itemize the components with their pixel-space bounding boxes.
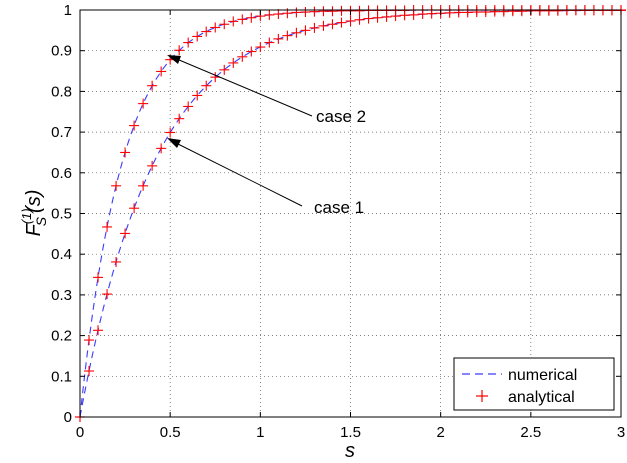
case2-analytical-marker bbox=[210, 22, 221, 33]
case2-analytical-marker bbox=[174, 45, 185, 56]
legend-analytical-swatch bbox=[476, 390, 488, 402]
x-tick-label: 0 bbox=[76, 424, 84, 441]
x-tick-label: 1 bbox=[256, 424, 264, 441]
y-axis-label: F(1)S (s) bbox=[19, 190, 49, 237]
annotations: case 2 case 1 bbox=[167, 55, 366, 217]
case2-analytical-marker bbox=[201, 26, 212, 37]
case1-analytical-marker bbox=[84, 366, 95, 377]
case1-analytical-marker bbox=[183, 101, 194, 112]
case1-analytical-marker bbox=[318, 20, 329, 31]
case2-analytical-marker bbox=[318, 6, 329, 17]
case2-analytical-marker bbox=[354, 5, 365, 16]
y-tick-label: 0.9 bbox=[51, 43, 72, 60]
axis-ticks: 0 0.5 1 1.5 2 2.5 3 0 0.1 0.2 0.3 0.4 0.5 0.6 0.7 0.8 0.… bbox=[51, 2, 625, 441]
case2-analytical-marker bbox=[336, 5, 347, 16]
y-tick-label: 0.4 bbox=[51, 246, 72, 263]
case1-analytical-marker bbox=[246, 46, 257, 57]
case1-analytical-marker bbox=[120, 228, 131, 239]
case1-analytical-marker bbox=[264, 37, 275, 48]
case2-analytical-marker bbox=[183, 37, 194, 48]
y-tick-label: 0.2 bbox=[51, 328, 72, 345]
case1-analytical-marker bbox=[291, 27, 302, 38]
y-tick-label: 0.5 bbox=[51, 206, 72, 223]
case1-arrow bbox=[171, 140, 303, 207]
case2-analytical-marker bbox=[156, 66, 167, 77]
svg-text:s: s bbox=[345, 440, 355, 462]
x-tick-label: 0.5 bbox=[160, 424, 181, 441]
case2-analytical-marker bbox=[102, 221, 113, 232]
case1-analytical-marker bbox=[282, 30, 293, 41]
case1-analytical-marker bbox=[192, 90, 203, 101]
case1-analytical-marker bbox=[111, 256, 122, 267]
case1-label: case 1 bbox=[314, 198, 364, 217]
case2-analytical-marker bbox=[309, 6, 320, 17]
case2-arrow bbox=[171, 56, 313, 117]
case1-analytical-marker bbox=[255, 42, 266, 53]
case2-analytical-marker bbox=[219, 19, 230, 30]
case1-analytical-marker bbox=[138, 180, 149, 191]
legend-box bbox=[453, 357, 615, 411]
case2-label: case 2 bbox=[316, 107, 366, 126]
y-tick-label: 1 bbox=[64, 2, 72, 19]
case2-analytical-marker bbox=[120, 147, 131, 158]
case1-analytical-marker bbox=[309, 22, 320, 33]
y-label-main: F bbox=[23, 222, 45, 236]
case2-analytical-marker bbox=[228, 16, 239, 27]
y-tick-label: 0.8 bbox=[51, 83, 72, 100]
case2-analytical-marker bbox=[147, 80, 158, 91]
case2-analytical-marker bbox=[237, 14, 248, 25]
legend-analytical-label: analytical bbox=[508, 389, 575, 406]
y-tick-label: 0.6 bbox=[51, 165, 72, 182]
x-tick-label: 2.5 bbox=[520, 424, 541, 441]
case1-analytical-marker bbox=[336, 17, 347, 28]
x-tick-label: 3 bbox=[617, 424, 625, 441]
x-axis-label: s bbox=[345, 440, 355, 462]
case2-analytical-marker bbox=[84, 335, 95, 346]
case1-analytical-marker bbox=[345, 15, 356, 26]
case1-arrowhead bbox=[167, 138, 181, 148]
case1-analytical-marker bbox=[237, 51, 248, 62]
y-label-sup: (1) bbox=[19, 208, 34, 224]
case1-analytical-marker bbox=[156, 143, 167, 154]
case1-analytical-marker bbox=[273, 33, 284, 44]
y-tick-label: 0 bbox=[64, 409, 72, 426]
y-label-arg: (s) bbox=[23, 190, 45, 213]
case2-analytical-marker bbox=[246, 12, 257, 23]
legend-numerical-label: numerical bbox=[508, 367, 577, 384]
case2-analytical-marker bbox=[327, 6, 338, 17]
case2-arrowhead bbox=[167, 55, 181, 64]
y-tick-label: 0.1 bbox=[51, 368, 72, 385]
plot-background bbox=[80, 10, 621, 417]
case2-analytical-marker bbox=[273, 9, 284, 20]
case1-analytical-marker bbox=[147, 160, 158, 171]
y-tick-label: 0.7 bbox=[51, 124, 72, 141]
case1-analytical-marker bbox=[165, 127, 176, 138]
case2-analytical-marker bbox=[192, 31, 203, 42]
case1-analytical-marker bbox=[174, 113, 185, 124]
x-tick-label: 1.5 bbox=[340, 424, 361, 441]
case1-analytical-marker bbox=[300, 25, 311, 36]
case2-analytical-marker bbox=[264, 9, 275, 20]
legend: numerical analytical bbox=[453, 357, 615, 411]
case1-analytical-marker bbox=[102, 289, 113, 300]
case2-analytical-marker bbox=[93, 272, 104, 283]
case1-analytical-marker bbox=[219, 64, 230, 75]
case2-analytical-marker bbox=[129, 120, 140, 131]
case1-analytical-marker bbox=[354, 14, 365, 25]
case2-analytical-marker bbox=[111, 180, 122, 191]
case1-analytical-marker bbox=[129, 203, 140, 214]
y-label-sub: S bbox=[33, 216, 49, 226]
case1-analytical-marker bbox=[228, 57, 239, 68]
case1-analytical-marker bbox=[93, 325, 104, 336]
case2-analytical-marker bbox=[138, 98, 149, 109]
case2-analytical-marker bbox=[291, 7, 302, 18]
x-tick-label: 2 bbox=[436, 424, 444, 441]
case1-analytical-marker bbox=[201, 80, 212, 91]
svg-text:F(1)S(s): F(1)S (s) bbox=[19, 190, 49, 237]
case1-analytical-marker bbox=[327, 19, 338, 30]
y-tick-label: 0.3 bbox=[51, 287, 72, 304]
case2-analytical-marker bbox=[300, 7, 311, 18]
